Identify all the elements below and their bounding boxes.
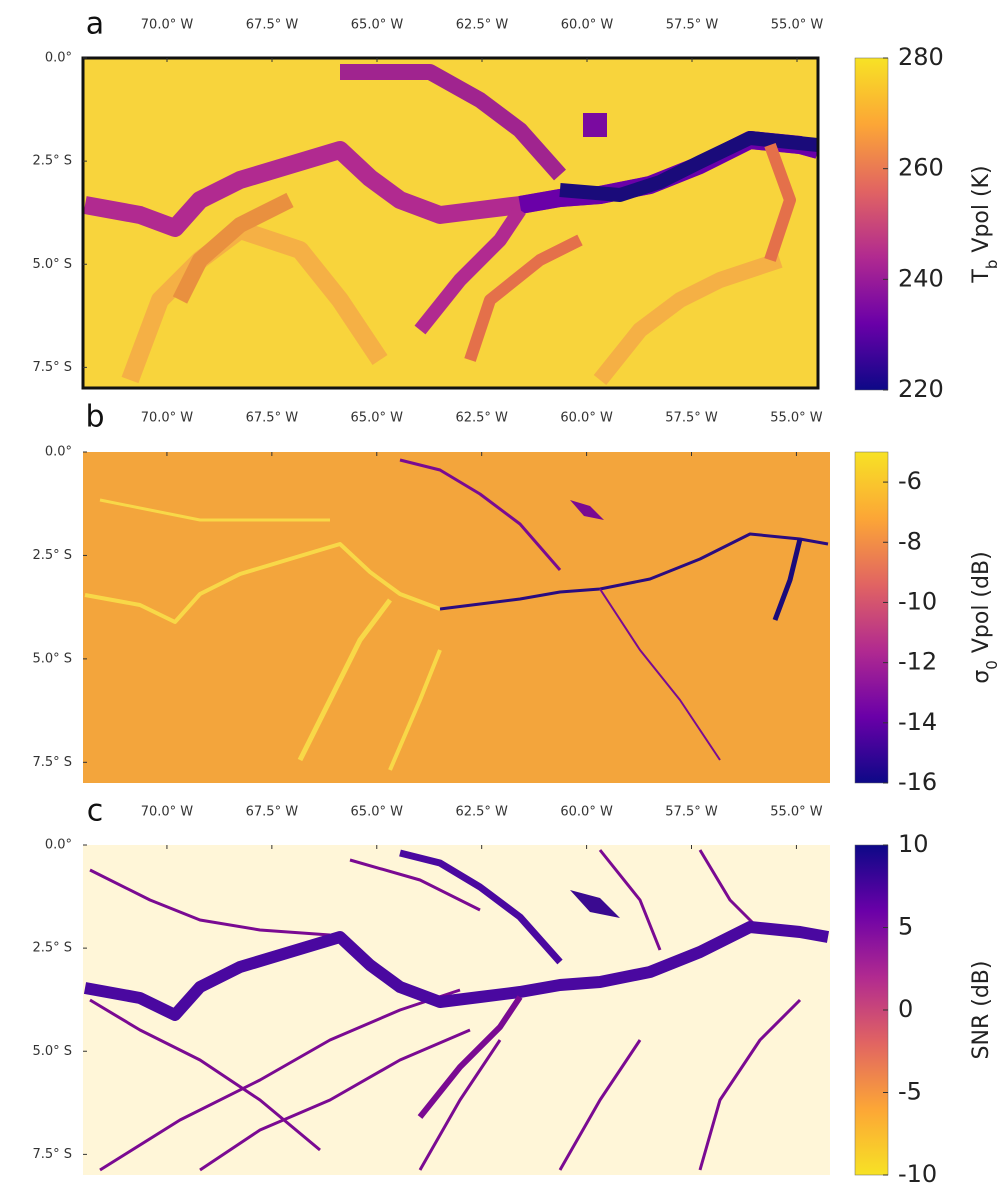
colorbar-tick-label: -10 [898,587,937,615]
y-tick-label: 0.0° [45,445,72,460]
plot-frame [81,56,820,390]
colorbar-tick-label: 220 [898,375,944,403]
x-tick-label: 70.0° W [141,805,194,820]
colorbar-tick-label: 280 [898,43,944,71]
x-tick-label: 57.5° W [665,805,718,820]
x-tick-label: 55.0° W [770,805,823,820]
colorbar-tick-label: -16 [898,768,937,796]
colorbar-tick-label: 260 [898,154,944,182]
y-tick-label: 5.0° S [32,651,72,666]
colorbar-label: σ0 Vpol (dB) [969,551,1001,683]
colorbar-title: SNR (dB) [969,961,994,1060]
x-tick-label: 67.5° W [246,411,299,426]
map-c [83,845,830,1175]
x-tick-label: 67.5° W [246,18,299,33]
colorbar-label: SNR (dB) [969,961,994,1060]
colorbar-tick-label: -5 [898,1078,922,1106]
colorbar-symbol: σ [969,670,994,684]
colorbar-tick-label: -8 [898,527,922,555]
colorbar-label: Tb Vpol (K) [969,165,1001,283]
x-tick-label: 70.0° W [141,18,194,33]
x-tick-label: 60.0° W [561,18,614,33]
y-tick-label: 7.5° S [32,360,72,375]
x-tick-label: 65.0° W [351,805,404,820]
colorbar-tick-label: 5 [898,913,913,941]
x-tick-label: 62.5° W [455,805,508,820]
colorbar-title: Vpol (K) [969,165,994,259]
colorbar [854,57,889,391]
colorbar [854,451,889,784]
colorbar-tick-label: -6 [898,467,922,495]
x-tick-label: 57.5° W [666,18,719,33]
y-tick-label: 2.5° S [32,154,72,169]
y-tick-label: 5.0° S [32,257,72,272]
panel-label: a [86,7,104,42]
colorbar-title: Vpol (dB) [969,551,994,660]
colorbar-tick-label: -14 [898,708,937,736]
colorbar-tick-label: -12 [898,648,937,676]
colorbar-symbol: T [969,269,994,284]
panel-label: b [85,400,104,435]
colorbar-tick-label: 240 [898,264,944,292]
x-tick-label: 62.5° W [455,411,508,426]
y-tick-label: 0.0° [45,838,72,853]
x-tick-label: 65.0° W [351,18,404,33]
panel-label: c [87,794,104,829]
x-tick-label: 67.5° W [246,805,299,820]
map-a [83,58,818,388]
colorbar [854,844,889,1176]
y-tick-label: 5.0° S [32,1044,72,1059]
colorbar-subscript: b [983,260,1001,270]
x-tick-label: 60.0° W [560,805,613,820]
x-tick-label: 62.5° W [456,18,509,33]
y-tick-label: 7.5° S [32,755,72,770]
x-tick-label: 60.0° W [560,411,613,426]
y-tick-label: 2.5° S [32,941,72,956]
x-tick-label: 55.0° W [771,18,824,33]
x-tick-label: 70.0° W [141,411,194,426]
colorbar-tick-label: -10 [898,1160,937,1188]
map-b [83,452,830,783]
y-tick-label: 0.0° [45,51,72,66]
x-tick-label: 65.0° W [351,411,404,426]
y-tick-label: 7.5° S [32,1147,72,1162]
x-tick-label: 57.5° W [665,411,718,426]
y-tick-label: 2.5° S [32,548,72,563]
colorbar-tick-label: 10 [898,830,929,858]
x-tick-label: 55.0° W [770,411,823,426]
colorbar-subscript: 0 [983,660,1001,670]
colorbar-tick-label: 0 [898,995,913,1023]
